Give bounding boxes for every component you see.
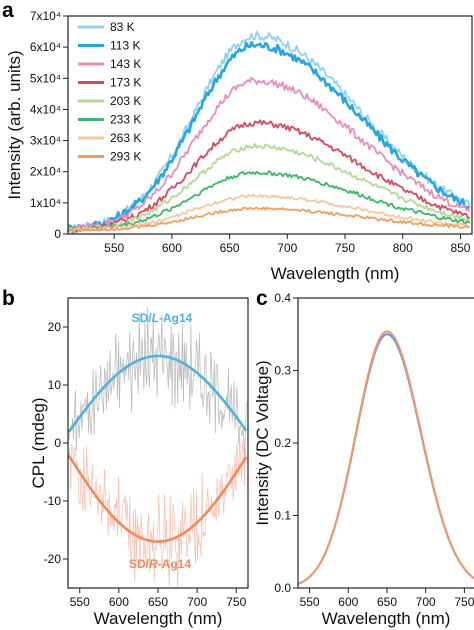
panel-b-ytick-label: 0 [54, 436, 61, 450]
legend-label: 293 K [110, 150, 141, 164]
panel-a-xtick-label: 550 [104, 241, 124, 255]
cpl-smooth-l [67, 354, 248, 433]
panel-a-xtick-label: 600 [162, 241, 182, 255]
panel-a-label: a [2, 0, 14, 22]
panel-a-xtick-label: 750 [335, 241, 355, 255]
panel-c-ylabel: Intensity (DC Voltage) [253, 360, 272, 525]
panel-c-label: c [256, 287, 268, 310]
panel-c-xtick-label: 550 [300, 595, 320, 609]
panel-a-ticks: 550 600 650 700 750 800 850 0 1x10⁴ 2x10⁴ 3x10⁴ 4x1… [30, 9, 471, 255]
ann-r-pre: SD/ [129, 557, 150, 571]
series-line-293k [67, 206, 470, 233]
panel-b-xtick-label: 650 [148, 595, 168, 609]
ann-l-pre: SD/ [132, 311, 153, 325]
panel-b-label: b [2, 287, 15, 310]
panel-c-series [298, 330, 474, 585]
panel-b-ytick-label: 10 [48, 378, 62, 392]
panel-b-annotation-r: SD/R-Ag14 [129, 557, 191, 571]
dc-line-2 [298, 330, 474, 585]
panel-a-ytick-label: 0 [54, 227, 61, 241]
legend-label: 143 K [110, 57, 141, 71]
panel-a-ytick-label: 4x10⁴ [30, 102, 61, 116]
ann-l-it: L [152, 311, 159, 325]
panel-a-frame [67, 15, 473, 235]
panel-b-xtick-label: 550 [70, 595, 90, 609]
panel-c-xtick-label: 650 [377, 595, 397, 609]
series-line-143k [67, 76, 471, 233]
panel-a-ytick-label: 5x10⁴ [30, 71, 61, 85]
series-line-233k [67, 170, 471, 233]
panel-c-ytick-label: 0.2 [274, 436, 291, 450]
panel-a-xtick-label: 650 [220, 241, 240, 255]
panel-a-xtick-label: 850 [450, 241, 470, 255]
panel-b-frame [67, 297, 249, 589]
panel-b-ytick-label: 20 [48, 320, 62, 334]
panel-a-xtick-label: 800 [393, 241, 413, 255]
panel-a-xtick-label: 700 [277, 241, 297, 255]
cpl-smooth-r [67, 454, 248, 543]
ann-r-post: -Ag14 [158, 557, 192, 571]
series-line-113k [66, 41, 470, 234]
panel-a-ytick-label: 3x10⁴ [30, 134, 61, 148]
panel-a-series [66, 30, 471, 234]
panel-a-xlabel: Wavelength (nm) [271, 264, 400, 283]
panel-b-xtick-label: 750 [226, 595, 246, 609]
panel-b-series [67, 306, 248, 589]
panel-a-legend: 83 K 113 K 143 K 173 K 203 K 233 K 263 K 293 K [78, 20, 141, 164]
panel-b-ytick-label: -20 [44, 552, 62, 566]
legend-label: 233 K [110, 113, 141, 127]
dc-line-1 [298, 333, 474, 585]
cpl-raw-l [68, 306, 247, 458]
panel-c-xlabel: Wavelength (nm) [322, 609, 451, 628]
panel-a-ytick-label: 2x10⁴ [30, 165, 61, 179]
ann-l-post: -Ag14 [159, 311, 193, 325]
legend-label: 113 K [110, 39, 140, 53]
panel-b-ytick-label: -10 [44, 494, 62, 508]
panel-b-xtick-label: 700 [187, 595, 207, 609]
panel-c-xtick-label: 750 [454, 595, 474, 609]
ann-r-it: R [149, 557, 158, 571]
legend-label: 83 K [110, 20, 135, 34]
panel-a-ytick-label: 1x10⁴ [30, 196, 61, 210]
panel-c-ytick-label: 0.1 [274, 509, 291, 523]
panel-c-frame [297, 297, 474, 589]
panel-c-ytick-label: 0.4 [274, 291, 291, 305]
panel-a-ytick-label: 7x10⁴ [30, 9, 61, 23]
legend-label: 203 K [110, 94, 141, 108]
legend-label: 263 K [110, 131, 141, 145]
panel-b-xlabel: Wavelength (nm) [94, 609, 223, 628]
panel-b-annotation-l: SD/L-Ag14 [132, 311, 193, 325]
panel-c-xtick-label: 700 [416, 595, 436, 609]
series-line-203k [67, 143, 470, 233]
panel-b-xtick-label: 600 [109, 595, 129, 609]
panel-a: a 550 600 650 700 750 800 850 0 1x10⁴ 2x10⁴ 3x10⁴ 4… [2, 0, 473, 283]
panel-c-xtick-label: 600 [338, 595, 358, 609]
panel-c-ytick-label: 0.0 [274, 581, 291, 595]
panel-a-ytick-label: 6x10⁴ [30, 40, 61, 54]
panel-b-ticks: 550 600 650 700 750 -20 -10 0 10 20 [44, 320, 247, 609]
panel-a-ylabel: Intensity (arb. units) [5, 50, 24, 199]
panel-c-ticks: 550 600 650 700 750 0.0 0.1 0.2 0.3 0.4 [274, 291, 474, 609]
panel-c: c 550 600 650 700 750 0.0 0.1 0.2 0.3 0.4 Wavelen… [253, 287, 474, 628]
panel-c-ytick-label: 0.3 [274, 364, 291, 378]
legend-label: 173 K [110, 76, 141, 90]
panel-b-ylabel: CPL (mdeg) [29, 397, 48, 488]
